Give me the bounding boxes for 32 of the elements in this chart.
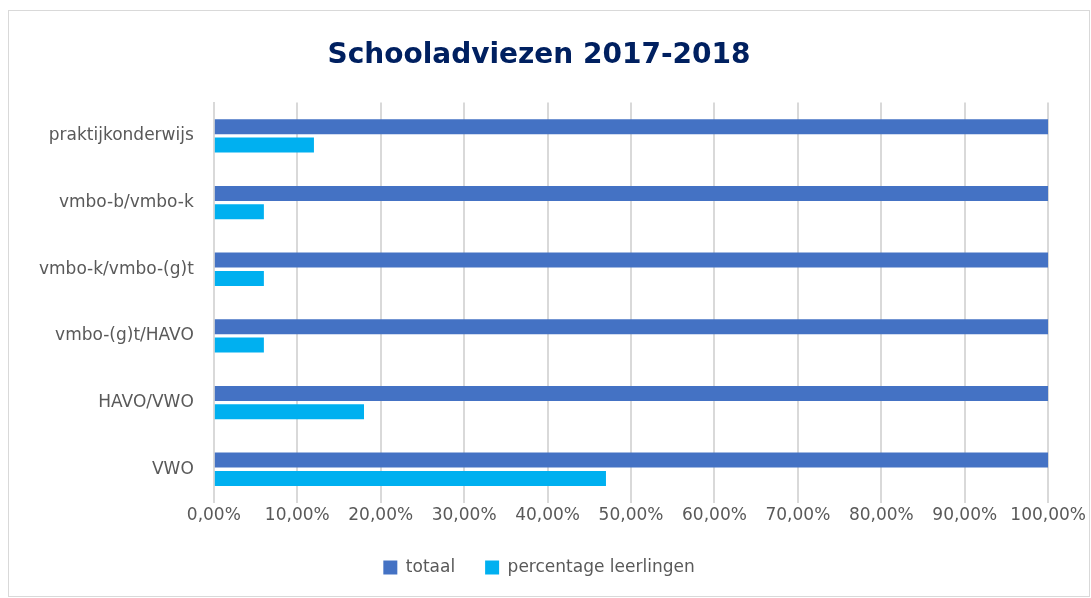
x-tick-label: 50,00% <box>598 504 664 525</box>
x-tick-label: 30,00% <box>431 504 497 525</box>
chart-title: Schooladviezen 2017-2018 <box>327 37 751 71</box>
x-tick-label: 100,00% <box>1010 504 1086 525</box>
y-tick-label: vmbo-b/vmbo-k <box>58 191 194 212</box>
y-tick-label: vmbo-k/vmbo-(g)t <box>38 257 195 278</box>
bar <box>214 337 264 353</box>
x-tick-label: 60,00% <box>682 504 747 525</box>
x-tick-label: 20,00% <box>348 504 414 525</box>
y-tick-label: vmbo-(g)t/HAVO <box>55 324 194 345</box>
x-tick-label: 70,00% <box>765 504 831 525</box>
bar <box>214 404 364 420</box>
x-tick-label: 90,00% <box>932 504 998 525</box>
bar <box>214 470 606 486</box>
bar <box>214 119 1049 135</box>
x-tick-label: 80,00% <box>848 504 914 525</box>
bar <box>214 319 1049 335</box>
bar <box>214 137 314 153</box>
legend-label: totaal <box>405 555 456 576</box>
bar <box>214 452 1049 468</box>
bar <box>214 185 1049 201</box>
y-tick-label: HAVO/VWO <box>98 391 194 412</box>
bar <box>214 204 264 220</box>
bar <box>214 270 264 286</box>
bar <box>214 385 1049 401</box>
bar <box>214 252 1049 268</box>
y-tick-label: VWO <box>151 457 194 478</box>
x-tick-label: 10,00% <box>264 504 330 525</box>
y-tick-label: praktijkonderwijs <box>48 124 194 145</box>
legend-label: percentage leerlingen <box>507 555 695 576</box>
x-tick-label: 0,00% <box>186 504 241 525</box>
x-tick-label: 40,00% <box>515 504 580 525</box>
